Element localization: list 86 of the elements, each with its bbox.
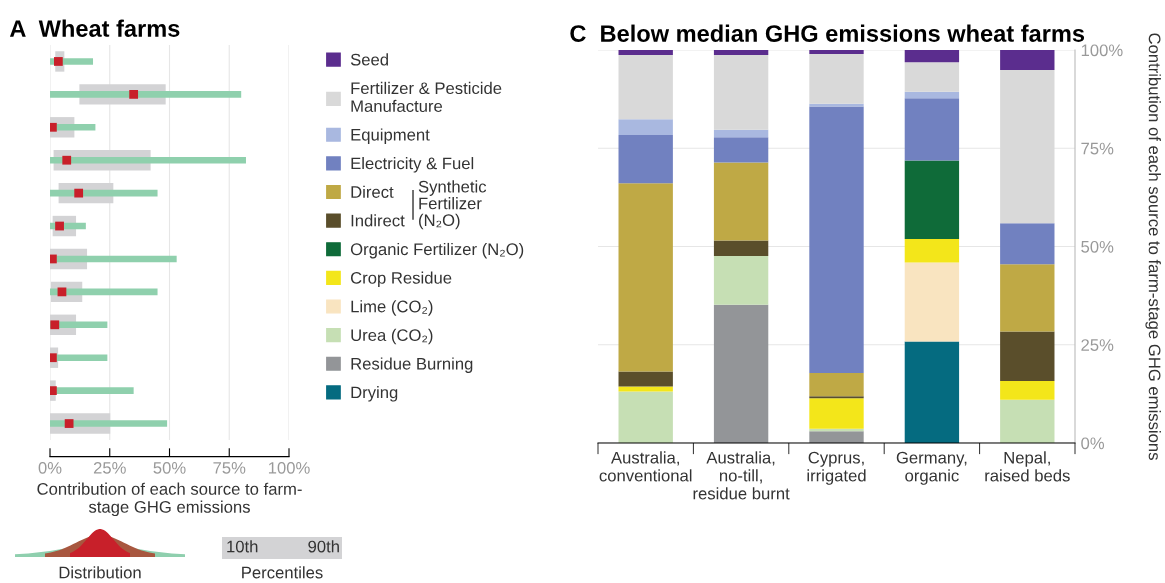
x-tick-label: 0% [38,461,62,474]
legend-label: Electricity & Fuel [351,157,474,173]
bar [809,50,864,54]
point [62,155,72,165]
text: 10th [227,540,258,553]
bar [809,373,864,397]
text: Percentiles [242,566,323,579]
point [53,57,63,66]
point [64,419,74,428]
y-axis-title: Contribution of each source to farm-stage GHG emissions [1145,33,1161,460]
bar [713,137,769,163]
bar [904,50,960,63]
bar [1000,50,1055,71]
bar [904,98,960,161]
bar [618,183,673,372]
x-tick-label: Australia, conventional [599,451,692,482]
bar [1000,399,1055,443]
bar [809,431,864,443]
bar [904,262,960,342]
bar [618,119,673,135]
y-tick-label: 75% [1081,142,1114,155]
point [50,320,60,330]
legend-label: Equipment [351,128,430,144]
x-tick-label: Cyprus, irrigated [807,451,866,485]
bar [618,55,673,120]
legend-label: Seed [350,53,388,66]
y-tick-label: 25% [1081,339,1114,351]
bar [809,106,864,374]
x-tick-label: 50% [153,461,186,474]
bar [713,240,769,256]
bar [713,304,769,443]
bar [618,386,673,392]
x-tick-label: Nepal, raised beds [985,451,1070,482]
x-tick-label: Germany, organic [896,451,967,485]
bar [904,160,960,240]
legend-label: Urea (CO₂) [351,328,433,345]
bar [1000,70,1055,224]
bar [50,156,246,164]
point [50,386,57,396]
bar [618,50,673,56]
bar [1000,223,1055,265]
chart-title: C Below median GHG emissions wheat farms [570,24,1085,42]
bar [713,129,769,138]
legend-label: Direct [351,185,394,198]
y-tick-label: 50% [1081,240,1114,253]
x-tick-label: 25% [93,461,126,474]
legend-label: Drying [351,386,398,402]
bar [809,53,864,104]
bar [618,134,673,184]
bar [713,55,769,130]
bar [618,371,673,387]
legend-label: Organic Fertilizer (N₂O) [350,242,524,259]
x-tick-label: Australia, no-till, residue burnt [693,451,790,500]
bar [50,91,242,98]
bar [809,398,864,429]
bar [904,62,960,92]
bar [1000,380,1055,400]
legend-label: Residue Burning [351,357,473,373]
x-axis-title: Contribution of each source to farm- stage GHG emissions [37,482,302,517]
bar [713,50,769,56]
bar [904,341,960,443]
bar [713,255,769,305]
legend-label: Fertilizer & Pesticide Manufacture [351,81,502,113]
text: 90th [308,540,339,553]
legend-label: Lime (CO₂) [351,300,433,316]
point [50,122,57,132]
bar [1000,264,1055,332]
point [74,188,84,198]
x-tick-label: 75% [213,462,246,474]
y-tick-label: 0% [1081,437,1105,450]
x-tick-label: 100% [268,461,310,474]
bar [904,239,960,263]
legend-label: Indirect [351,214,405,227]
point [50,254,57,264]
chart-title: A Wheat farms [9,19,180,37]
bar [713,162,769,241]
bar [809,103,864,107]
point [50,353,57,363]
bar [618,391,673,443]
bar [50,420,168,427]
point [129,89,139,99]
legend-label: Crop Residue [350,271,452,288]
text: Distribution [59,566,141,579]
y-tick-label: 100% [1081,44,1123,57]
bar [1000,331,1055,381]
text: Synthetic Fertilizer (N₂O) [418,180,487,230]
